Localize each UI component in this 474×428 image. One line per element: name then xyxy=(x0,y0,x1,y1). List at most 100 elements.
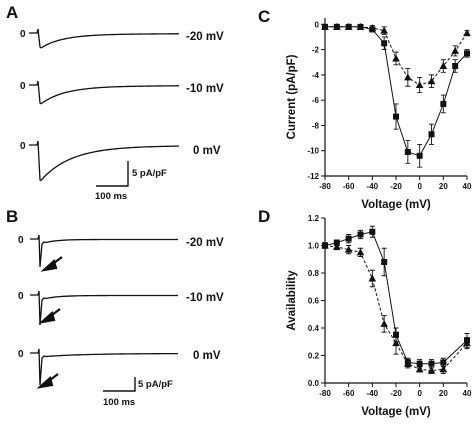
series-1-point xyxy=(393,113,399,120)
series-1-point xyxy=(428,131,435,138)
series-2-point xyxy=(427,366,436,374)
trace-b1-zero: 0 xyxy=(18,235,24,246)
series-2-point xyxy=(427,77,436,85)
scale-a-y-label: 5 pA/pF xyxy=(132,168,167,179)
series-1-point xyxy=(452,63,459,70)
series-1-point xyxy=(381,259,388,265)
arrow-b3 xyxy=(36,373,59,389)
trace-b1 xyxy=(30,234,178,268)
series-1-line xyxy=(325,26,468,157)
y-tick-label: -4 xyxy=(312,71,320,80)
x-tick-label: 20 xyxy=(439,182,448,191)
trace-a3-zero: 0 xyxy=(20,141,26,152)
panel-c-letter: C xyxy=(258,7,270,26)
series-2-point xyxy=(439,365,448,373)
series-2-point xyxy=(404,359,412,367)
trace-b1-label: -20 mV xyxy=(186,237,224,249)
series-2-point xyxy=(321,241,329,249)
x-tick-label: -40 xyxy=(367,182,379,191)
y-tick-label: 1.2 xyxy=(308,214,320,223)
trace-b3 xyxy=(30,348,179,386)
series-2-point xyxy=(415,80,424,88)
x-tick-label: 0 xyxy=(417,389,422,398)
x-tick-label: -60 xyxy=(343,389,355,398)
series-2-point xyxy=(404,73,412,81)
y-tick-label: -8 xyxy=(312,121,320,130)
panel-b: B 0 0 0 -20 mV -10 mV 0 mV 5 pA/pF 100 m… xyxy=(6,207,224,408)
y-tick-label: 0.4 xyxy=(308,324,320,333)
x-tick-label: 20 xyxy=(439,389,448,398)
trace-b2 xyxy=(30,290,178,326)
arrow-b1 xyxy=(40,256,63,272)
panel-a-letter: A xyxy=(6,3,18,22)
x-tick-label: -80 xyxy=(319,389,331,398)
x-tick-label: -20 xyxy=(390,182,402,191)
x-tick-label: -20 xyxy=(390,389,402,398)
trace-a2 xyxy=(29,80,180,105)
series-1-point xyxy=(333,239,340,246)
chart-c: -80 -60 -40 -20 0 20 40 0 -2 -4 -6 -8 -10 -12 Voltage … xyxy=(286,18,472,211)
trace-a2-zero: 0 xyxy=(20,81,26,92)
scale-b-x-label: 100 ms xyxy=(103,397,135,408)
series-2-point xyxy=(415,365,424,373)
series-2-point xyxy=(321,22,329,30)
y-axis-title: Availability xyxy=(286,270,298,331)
series-2-point xyxy=(344,245,353,253)
x-tick-label: 40 xyxy=(463,389,472,398)
y-tick-label: -6 xyxy=(312,96,320,105)
series-1-point xyxy=(428,360,435,367)
series-2-point xyxy=(392,339,400,347)
panel-a: A 0 0 0 -20 mV -10 mV 0 mV 5 pA/pF 100 m… xyxy=(6,3,224,202)
x-tick-label: -60 xyxy=(343,182,355,191)
y-tick-label: -2 xyxy=(312,46,320,55)
scale-a-x-label: 100 ms xyxy=(95,191,127,202)
y-tick-label: -10 xyxy=(307,147,319,156)
panel-b-letter: B xyxy=(6,207,18,226)
y-tick-label: 0.6 xyxy=(308,297,320,306)
series-1-point xyxy=(345,235,352,242)
chart-d: -80 -60 -40 -20 0 20 40 0.0 0.2 0.4 0.6 0.8 1.0 1.2 Vo… xyxy=(286,214,472,418)
trace-a1-zero: 0 xyxy=(20,29,26,40)
series-1-point xyxy=(464,50,470,57)
x-tick-label: 0 xyxy=(417,182,422,191)
y-tick-label: 0.8 xyxy=(308,269,320,278)
x-axis-title: Voltage (mV) xyxy=(361,199,431,211)
series-1-point xyxy=(357,231,364,238)
series-2-point xyxy=(439,62,448,70)
trace-b2-zero: 0 xyxy=(18,291,24,302)
series-2-point xyxy=(463,339,471,347)
series-1-point xyxy=(381,40,388,47)
arrow-b2 xyxy=(38,308,61,324)
scale-bar-b xyxy=(103,377,136,392)
series-2-point xyxy=(344,22,353,30)
scale-b-y-label: 5 pA/pF xyxy=(138,379,173,390)
trace-b3-zero: 0 xyxy=(18,349,24,360)
series-1-point xyxy=(416,152,423,159)
trace-a3 xyxy=(29,140,180,182)
series-1-point xyxy=(440,359,447,366)
series-2-point xyxy=(451,46,459,54)
trace-b2-label: -10 mV xyxy=(186,292,224,304)
x-tick-label: 40 xyxy=(463,182,472,191)
series-2-point xyxy=(368,24,377,32)
y-tick-label: 0 xyxy=(315,20,320,29)
series-1-point xyxy=(440,100,447,107)
y-tick-label: 1.0 xyxy=(308,242,320,251)
y-tick-label: 0.0 xyxy=(308,379,320,388)
trace-a1-label: -20 mV xyxy=(186,31,224,43)
series-2-point xyxy=(333,22,341,30)
x-tick-label: -80 xyxy=(319,182,331,191)
x-axis-title: Voltage (mV) xyxy=(361,406,431,418)
y-axis-title: Current (pA/pF) xyxy=(286,54,298,139)
series-2-point xyxy=(356,22,365,30)
y-tick-label: 0.2 xyxy=(308,352,320,361)
series-1-point xyxy=(369,228,376,235)
series-2-point xyxy=(356,248,365,256)
trace-a3-label: 0 mV xyxy=(193,145,221,157)
trace-b3-label: 0 mV xyxy=(193,350,221,362)
series-2-point xyxy=(368,274,377,282)
scale-bar-a xyxy=(96,161,129,187)
series-1-point xyxy=(416,360,423,367)
series-2-point xyxy=(380,26,388,34)
trace-a2-label: -10 mV xyxy=(186,83,224,95)
